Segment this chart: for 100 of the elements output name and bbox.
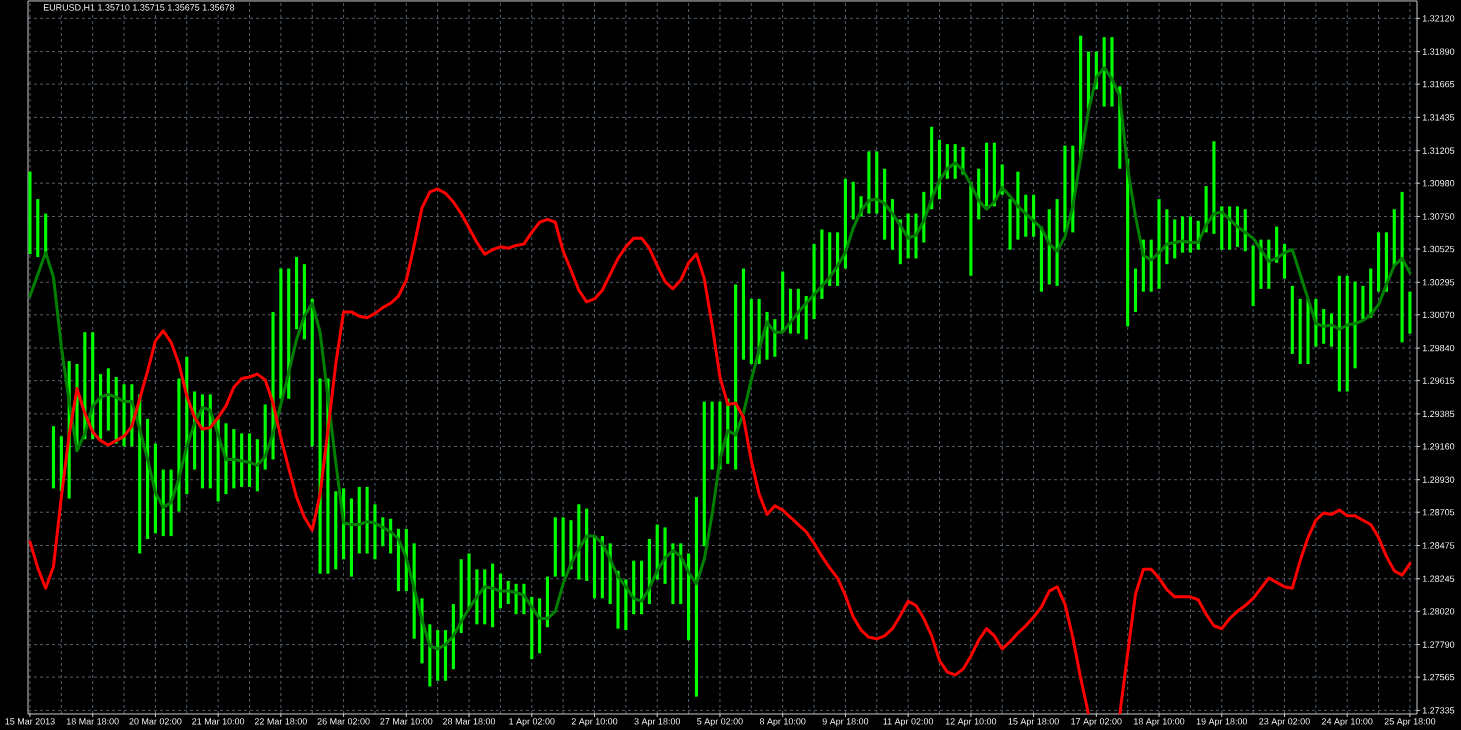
y-tick-label: 1.27790 [1422, 641, 1455, 648]
x-tick-label: 8 Apr 10:00 [759, 718, 806, 727]
y-tick-label: 1.30070 [1422, 311, 1455, 318]
x-tick-label: 2 Apr 10:00 [571, 718, 618, 727]
bar [177, 378, 181, 512]
x-tick-label: 28 Mar 18:00 [443, 718, 496, 725]
bar [749, 298, 753, 364]
x-tick-label: 12 Apr 10:00 [945, 718, 997, 727]
bar [1063, 145, 1067, 233]
bar [1212, 141, 1216, 234]
y-tick-label: 1.30750 [1422, 213, 1455, 220]
y-tick-label: 1.28245 [1422, 575, 1455, 582]
bar [561, 517, 565, 577]
y-tick-label: 1.29385 [1422, 410, 1455, 418]
bar [36, 199, 40, 257]
bar [671, 543, 675, 605]
x-tick-label: 1 Apr 02:00 [509, 718, 555, 727]
bar [616, 570, 620, 629]
x-tick-label: 18 Mar 18:00 [66, 718, 119, 725]
bar [812, 243, 816, 320]
y-tick-label: 1.28475 [1422, 542, 1455, 549]
bar [373, 504, 377, 560]
y-tick-label: 1.27335 [1422, 707, 1455, 714]
bar [984, 142, 989, 207]
bar [349, 498, 353, 577]
x-tick-label: 5 Apr 02:00 [697, 718, 743, 727]
bar [875, 151, 879, 214]
bar [106, 368, 110, 431]
y-tick-label: 1.29615 [1422, 377, 1455, 384]
bar [702, 401, 706, 547]
bar [1392, 209, 1396, 266]
bar [491, 563, 495, 628]
bar [224, 423, 228, 495]
bar [1306, 298, 1310, 364]
bar [820, 229, 824, 299]
x-tick-label: 18 Apr 10:00 [1134, 718, 1185, 727]
y-tick-label: 1.31205 [1422, 147, 1455, 154]
bar [294, 256, 299, 330]
bar [1149, 239, 1153, 292]
bar [741, 268, 746, 360]
bar [1337, 275, 1341, 392]
bar [553, 517, 557, 577]
bar [1220, 206, 1224, 250]
bar [694, 497, 698, 697]
x-tick-label: 26 Mar 02:00 [317, 718, 370, 725]
y-tick-label: 1.28705 [1422, 509, 1455, 516]
bar [1133, 268, 1138, 312]
chart-title: EURUSD,H1 1.35710 1.35715 1.35675 1.35678 [43, 4, 235, 12]
bar [240, 433, 244, 487]
y-tick-label: 1.30295 [1422, 279, 1455, 286]
y-tick-label: 1.32120 [1422, 15, 1455, 22]
bar [1180, 216, 1185, 253]
x-tick-label: 23 Apr 02:00 [1259, 718, 1310, 727]
bar [51, 426, 56, 489]
x-tick-label: 9 Apr 18:00 [822, 718, 869, 727]
x-tick-label: 25 Apr 18:00 [1384, 718, 1436, 727]
bar [1290, 285, 1294, 354]
bar [247, 433, 252, 487]
bar [1353, 281, 1357, 369]
x-tick-label: 15 Apr 18:00 [1008, 718, 1059, 727]
y-tick-label: 1.31665 [1422, 80, 1455, 88]
y-tick-label: 1.31435 [1422, 114, 1455, 121]
y-tick-label: 1.28020 [1422, 608, 1455, 615]
bar [1055, 199, 1059, 286]
bar [357, 486, 361, 554]
bar [365, 486, 369, 554]
bar [436, 630, 440, 681]
y-tick-label: 1.27565 [1422, 673, 1455, 681]
bar [867, 151, 871, 214]
bar [467, 553, 471, 609]
bar [883, 168, 887, 240]
y-tick-label: 1.28930 [1422, 476, 1455, 483]
bar [334, 491, 338, 570]
bar [687, 553, 691, 641]
y-tick-label: 1.30525 [1422, 245, 1455, 253]
x-tick-label: 20 Mar 02:00 [129, 718, 182, 725]
y-tick-label: 1.30980 [1422, 180, 1455, 187]
bar [734, 284, 738, 470]
bar [1251, 245, 1255, 307]
bar [1157, 199, 1161, 289]
bar [592, 536, 597, 599]
x-tick-label: 24 Apr 10:00 [1322, 718, 1373, 727]
x-tick-label: 3 Apr 18:00 [634, 718, 681, 727]
bar [1345, 275, 1349, 392]
bar [1408, 291, 1412, 334]
bar [310, 298, 314, 447]
bar [710, 401, 714, 470]
bar [232, 429, 236, 489]
y-tick-label: 1.31890 [1422, 48, 1455, 55]
x-tick-label: 27 Mar 10:00 [380, 718, 433, 725]
bar [969, 181, 973, 276]
bar [279, 268, 283, 399]
x-tick-label: 15 Mar 2013 [5, 718, 55, 725]
x-tick-label: 19 Apr 18:00 [1196, 718, 1248, 727]
bar [1298, 298, 1302, 364]
bar [1361, 285, 1365, 320]
bar [1188, 216, 1192, 253]
bar [851, 181, 855, 220]
x-tick-label: 11 Apr 02:00 [883, 718, 934, 727]
bar [1400, 191, 1404, 343]
